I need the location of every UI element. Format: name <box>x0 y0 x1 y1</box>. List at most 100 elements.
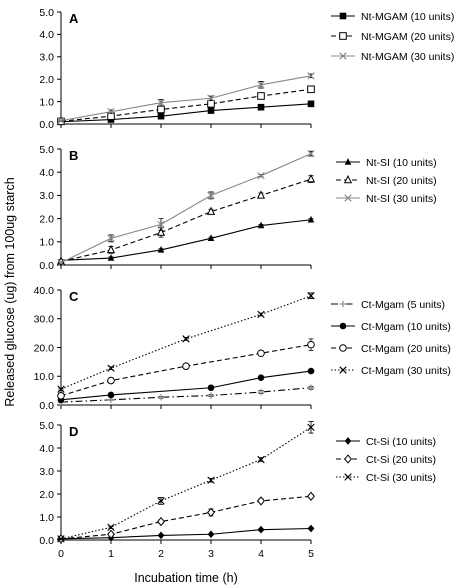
data-point <box>256 190 266 199</box>
data-point <box>307 524 315 533</box>
x-axis-label: Incubation time (h) <box>134 571 238 585</box>
data-point <box>307 340 315 349</box>
data-point <box>307 215 315 223</box>
x-tick-label: 2 <box>158 548 164 560</box>
y-tick-label: 5.0 <box>39 7 54 19</box>
data-point <box>207 384 215 392</box>
y-tick-label: 4.0 <box>39 167 54 179</box>
y-tick-label: 1.0 <box>39 512 54 524</box>
data-point <box>157 531 165 540</box>
data-point <box>107 391 115 399</box>
data-point <box>157 105 165 114</box>
series-2 <box>56 174 316 265</box>
data-point <box>307 367 315 375</box>
panel-c: 0.0 10.0 20.0 30.0 40.0 C Ct-Mgam (5 units) Ct-… <box>34 285 451 412</box>
legend-entry: Nt-MGAM (10 units) <box>331 11 454 23</box>
data-point <box>156 227 166 236</box>
legend-entry: Ct-Mgam (30 units) <box>331 365 451 377</box>
data-point <box>157 112 165 120</box>
series-line <box>60 295 312 390</box>
legend-marker <box>344 194 352 202</box>
data-point <box>207 392 215 399</box>
series-line <box>60 527 312 540</box>
x-tick-label: 3 <box>208 548 214 560</box>
data-point <box>257 455 265 464</box>
series-line <box>60 75 312 122</box>
data-point <box>57 258 65 267</box>
series-1 <box>57 100 315 126</box>
y-axis-label: Released glucose (ug) from 100ug starch <box>3 177 17 406</box>
legend-marker <box>339 366 347 374</box>
data-point <box>207 507 215 518</box>
series-1 <box>57 384 315 406</box>
data-point <box>207 234 215 242</box>
y-tick-label: 4.0 <box>39 443 54 455</box>
panel-d: 0.0 1.0 2.0 3.0 4.0 5.0 0 1 2 3 4 5 D Ct-Si (10 units… <box>39 420 436 560</box>
series-line <box>60 88 312 122</box>
legend-entry: Ct-Si (30 units) <box>336 472 436 484</box>
y-tick-label: 0.0 <box>39 535 54 547</box>
data-point <box>207 476 215 484</box>
y-tick-label: 1.0 <box>39 96 54 108</box>
data-point <box>257 171 265 180</box>
data-point <box>107 523 115 532</box>
series-3 <box>57 149 315 267</box>
data-point <box>107 107 115 116</box>
legend-marker <box>339 32 347 40</box>
legend-label: Ct-Mgam (20 units) <box>361 343 451 355</box>
x-tick-label: 4 <box>258 548 264 560</box>
data-point <box>157 393 165 401</box>
legend-marker <box>344 158 352 165</box>
legend-entry: Ct-Si (20 units) <box>336 454 436 466</box>
data-point <box>307 292 315 300</box>
data-point <box>307 491 315 501</box>
legend-label: Ct-Si (20 units) <box>366 454 436 466</box>
data-point <box>257 496 265 506</box>
y-tick-label: 0.0 <box>39 260 54 272</box>
data-point <box>107 376 115 385</box>
x-tick-label: 1 <box>108 548 114 560</box>
data-point <box>157 516 165 527</box>
data-point <box>57 535 65 543</box>
legend-entry: Nt-SI (20 units) <box>336 175 437 187</box>
data-point <box>57 392 65 400</box>
data-point <box>307 149 315 158</box>
series-line <box>60 344 312 397</box>
series-3 <box>57 338 315 400</box>
legend-marker <box>343 174 353 184</box>
legend-label: Nt-MGAM (30 units) <box>361 51 454 63</box>
panel-letter: C <box>69 289 79 304</box>
data-point <box>257 221 265 229</box>
y-tick-label: 5.0 <box>39 420 54 432</box>
y-tick-label: 40.0 <box>34 285 55 297</box>
y-tick-label: 20.0 <box>34 342 55 354</box>
series-line <box>60 219 312 261</box>
data-point <box>257 310 265 319</box>
data-point <box>306 174 316 183</box>
legend-label: Nt-MGAM (10 units) <box>361 11 454 23</box>
panel-letter: A <box>69 11 79 26</box>
y-tick-label: 3.0 <box>39 190 54 202</box>
data-point <box>257 349 265 358</box>
data-point <box>157 497 165 505</box>
series-line <box>60 178 312 263</box>
data-point <box>57 385 65 393</box>
x-tick-label: 5 <box>308 548 314 560</box>
legend-marker <box>344 437 352 445</box>
legend-label: Nt-SI (20 units) <box>366 175 437 187</box>
data-point <box>207 94 215 102</box>
legend-entry: Nt-MGAM (20 units) <box>331 31 454 43</box>
panel-letter: D <box>69 424 78 439</box>
legend-marker <box>339 12 347 20</box>
series-4 <box>57 292 315 393</box>
legend-entry: Ct-Si (10 units) <box>336 436 436 448</box>
y-tick-label: 0.0 <box>39 119 54 131</box>
data-point <box>107 234 115 243</box>
legend-marker <box>339 300 347 308</box>
series-line <box>60 153 312 264</box>
y-tick-label: 2.0 <box>39 74 54 86</box>
legend-entry: Nt-SI (10 units) <box>336 157 437 169</box>
y-tick-label: 1.0 <box>39 237 54 249</box>
data-point <box>206 206 216 215</box>
